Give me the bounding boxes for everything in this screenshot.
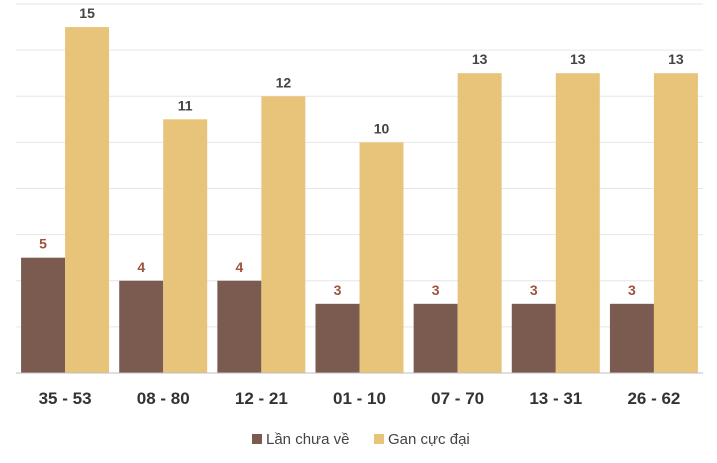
- bar-lan-chua-ve: [21, 257, 66, 373]
- data-label: 4: [137, 259, 145, 275]
- bar-lan-chua-ve: [413, 303, 458, 373]
- legend-label: Lần chưa về: [266, 431, 349, 448]
- bar-gan-cuc-dai: [359, 142, 404, 373]
- legend-label: Gan cực đại: [388, 431, 470, 448]
- data-label: 4: [235, 259, 243, 275]
- legend: Lần chưa về Gan cực đại: [252, 431, 470, 448]
- data-label: 3: [334, 282, 342, 298]
- x-tick-label: 35 - 53: [39, 389, 92, 408]
- data-label: 3: [628, 282, 636, 298]
- bar-gan-cuc-dai: [653, 73, 698, 373]
- data-label: 13: [570, 51, 586, 67]
- bar-lan-chua-ve: [217, 280, 262, 373]
- data-labels: 5 15 4 11 4 12 3 10 3 13 3 13 3 13: [39, 5, 684, 298]
- data-label: 3: [432, 282, 440, 298]
- x-tick-label: 07 - 70: [431, 389, 484, 408]
- x-tick-label: 26 - 62: [627, 389, 680, 408]
- legend-swatch: [252, 434, 262, 444]
- x-tick-label: 08 - 80: [137, 389, 190, 408]
- bar-gan-cuc-dai: [457, 73, 502, 373]
- bar-gan-cuc-dai: [555, 73, 600, 373]
- bar-lan-chua-ve: [119, 280, 164, 373]
- x-tick-label: 12 - 21: [235, 389, 288, 408]
- data-label: 5: [39, 236, 47, 252]
- legend-swatch: [374, 434, 384, 444]
- bars: [21, 27, 698, 373]
- x-tick-label: 13 - 31: [529, 389, 582, 408]
- data-label: 13: [472, 51, 488, 67]
- data-label: 13: [668, 51, 684, 67]
- x-axis-ticks: 35 - 53 08 - 80 12 - 21 01 - 10 07 - 70 13 - …: [39, 389, 681, 408]
- bar-gan-cuc-dai: [163, 119, 208, 373]
- data-label: 3: [530, 282, 538, 298]
- data-label: 11: [178, 97, 193, 113]
- data-label: 10: [374, 120, 390, 136]
- bar-lan-chua-ve: [315, 303, 360, 373]
- bar-lan-chua-ve: [511, 303, 556, 373]
- bar-lan-chua-ve: [609, 303, 654, 373]
- bar-gan-cuc-dai: [65, 27, 110, 373]
- data-label: 12: [276, 74, 292, 90]
- data-label: 15: [79, 5, 95, 21]
- bar-gan-cuc-dai: [261, 96, 306, 373]
- x-tick-label: 01 - 10: [333, 389, 386, 408]
